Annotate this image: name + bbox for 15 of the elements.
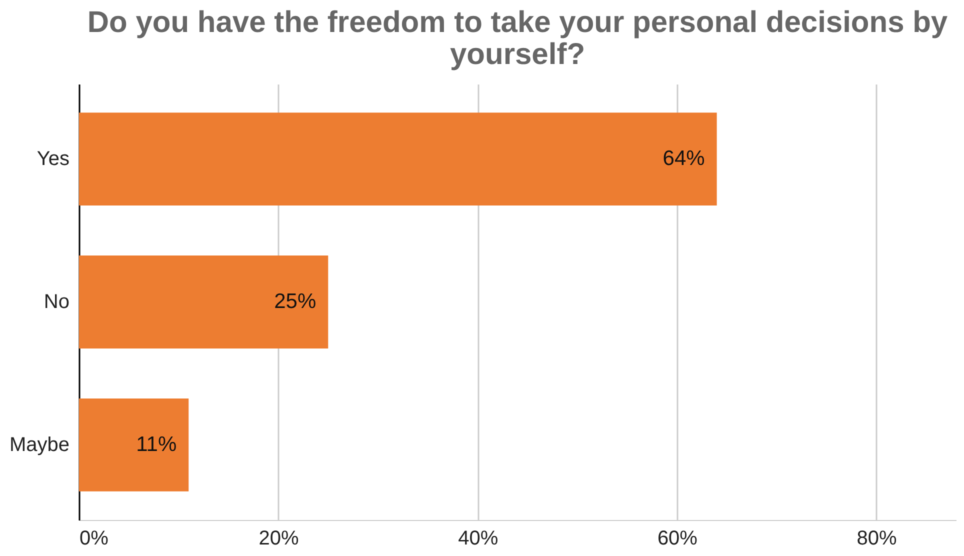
- data-label: 11%: [136, 432, 177, 456]
- y-tick-label: Maybe: [9, 434, 70, 456]
- x-tick-label: 40%: [458, 528, 498, 550]
- x-tick-label: 0%: [80, 528, 109, 550]
- bar: [79, 256, 328, 348]
- x-tick-label: 20%: [258, 528, 300, 550]
- y-tick-label: No: [44, 291, 70, 313]
- bar: [79, 398, 189, 492]
- chart-title: Do you have the freedom to take your personal decisions by yourself?: [87, 6, 948, 71]
- x-tick-label: 80%: [856, 528, 898, 550]
- y-tick-label: Yes: [36, 148, 70, 170]
- x-tick-label: 60%: [657, 528, 698, 550]
- data-label: 64%: [662, 147, 705, 170]
- data-label: 25%: [274, 290, 316, 313]
- bar: [79, 112, 717, 206]
